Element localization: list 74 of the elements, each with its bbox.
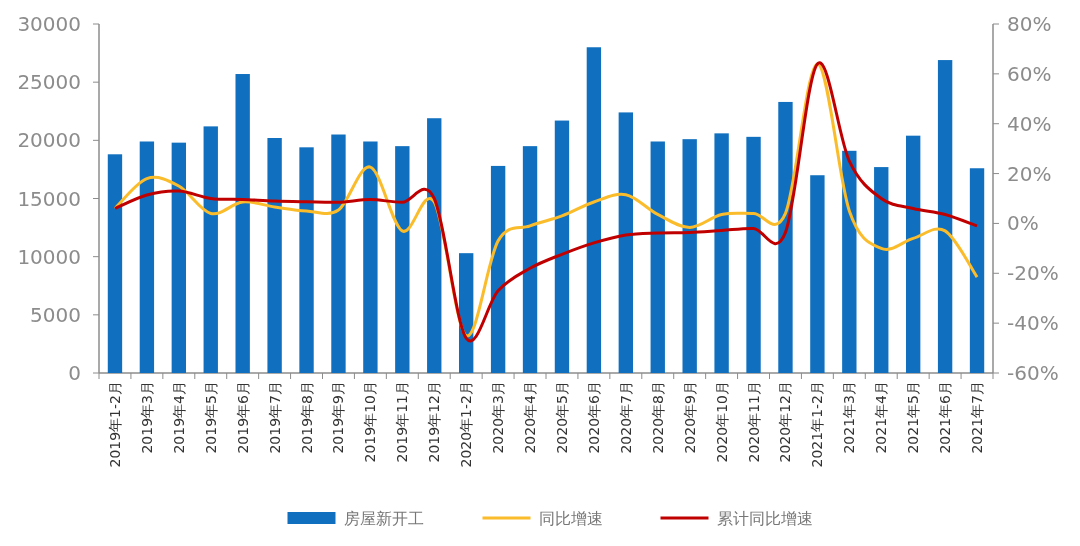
bar [906, 135, 921, 373]
bar [107, 154, 123, 373]
x-tick-label: 2021年6月 [937, 381, 954, 454]
x-tick-label: 2020年10月 [713, 381, 730, 463]
x-tick-label: 2020年12月 [777, 381, 794, 463]
x-tick-label: 2020年7月 [617, 381, 634, 454]
bar [171, 142, 186, 373]
x-tick-label: 2020年4月 [522, 381, 539, 454]
x-tick-label: 2019年1-2月 [106, 381, 123, 468]
x-tick-label: 2019年10月 [362, 381, 379, 463]
y2-tick-label: 20% [1007, 161, 1052, 186]
bar [331, 134, 346, 373]
legend-label: 累计同比增速 [716, 509, 813, 528]
bar [618, 112, 634, 373]
x-tick-label: 2019年4月 [170, 381, 187, 454]
y2-tick-label: 60% [1007, 61, 1052, 86]
y-tick-label: 5000 [30, 302, 81, 327]
bar [714, 133, 729, 373]
bar [650, 141, 665, 373]
x-tick-label: 2019年7月 [266, 381, 283, 454]
bar [139, 141, 155, 373]
x-tick-label: 2021年5月 [905, 381, 922, 454]
bar [554, 120, 570, 373]
bar [810, 175, 825, 373]
x-tick-label: 2020年3月 [490, 381, 507, 454]
x-tick-label: 2020年8月 [649, 381, 666, 454]
bar [969, 168, 985, 373]
y2-tick-label: 40% [1007, 111, 1052, 136]
bar [842, 150, 857, 373]
y-tick-label: 20000 [17, 128, 81, 153]
x-tick-label: 2020年6月 [585, 381, 602, 454]
legend-label: 房屋新开工 [343, 509, 424, 528]
x-tick-label: 2021年1-2月 [809, 381, 826, 468]
y2-tick-label: 0% [1007, 211, 1039, 236]
x-tick-label: 2019年8月 [298, 381, 315, 454]
y-tick-label: 0 [68, 361, 81, 385]
y-tick-label: 15000 [17, 186, 81, 211]
bar [874, 167, 889, 373]
y-tick-label: 30000 [17, 12, 81, 36]
x-tick-label: 2020年9月 [681, 381, 698, 454]
x-tick-label: 2019年6月 [234, 381, 251, 454]
bar [203, 126, 218, 373]
bar [586, 47, 602, 373]
x-tick-label: 2019年5月 [202, 381, 219, 454]
bar [459, 253, 474, 373]
bar [522, 146, 538, 373]
bar [235, 74, 250, 373]
x-tick-label: 2021年7月 [969, 381, 986, 454]
y-tick-label: 25000 [17, 70, 81, 95]
x-tick-label: 2021年4月 [873, 381, 890, 454]
bar [682, 139, 697, 373]
x-tick-label: 2020年1-2月 [458, 381, 475, 468]
bar [937, 60, 953, 373]
bar [778, 101, 793, 373]
x-tick-label: 2019年9月 [330, 381, 347, 454]
x-tick-label: 2020年5月 [553, 381, 570, 454]
bar [363, 141, 378, 373]
x-tick-label: 2019年3月 [138, 381, 155, 454]
bar [427, 118, 442, 373]
y2-tick-label: -60% [1007, 361, 1059, 385]
x-tick-label: 2020年11月 [745, 381, 762, 463]
legend-label: 同比增速 [538, 509, 603, 528]
x-tick-label: 2021年3月 [841, 381, 858, 454]
x-tick-label: 2019年11月 [394, 381, 411, 463]
y-tick-label: 10000 [17, 244, 81, 269]
bar [299, 147, 314, 373]
y2-tick-label: -40% [1007, 311, 1059, 336]
bar [746, 136, 761, 373]
bar [395, 146, 410, 373]
y2-tick-label: -20% [1007, 261, 1059, 286]
bar [267, 138, 282, 373]
y2-tick-label: 80% [1007, 12, 1052, 36]
x-tick-label: 2019年12月 [426, 381, 443, 463]
bar [490, 165, 506, 373]
